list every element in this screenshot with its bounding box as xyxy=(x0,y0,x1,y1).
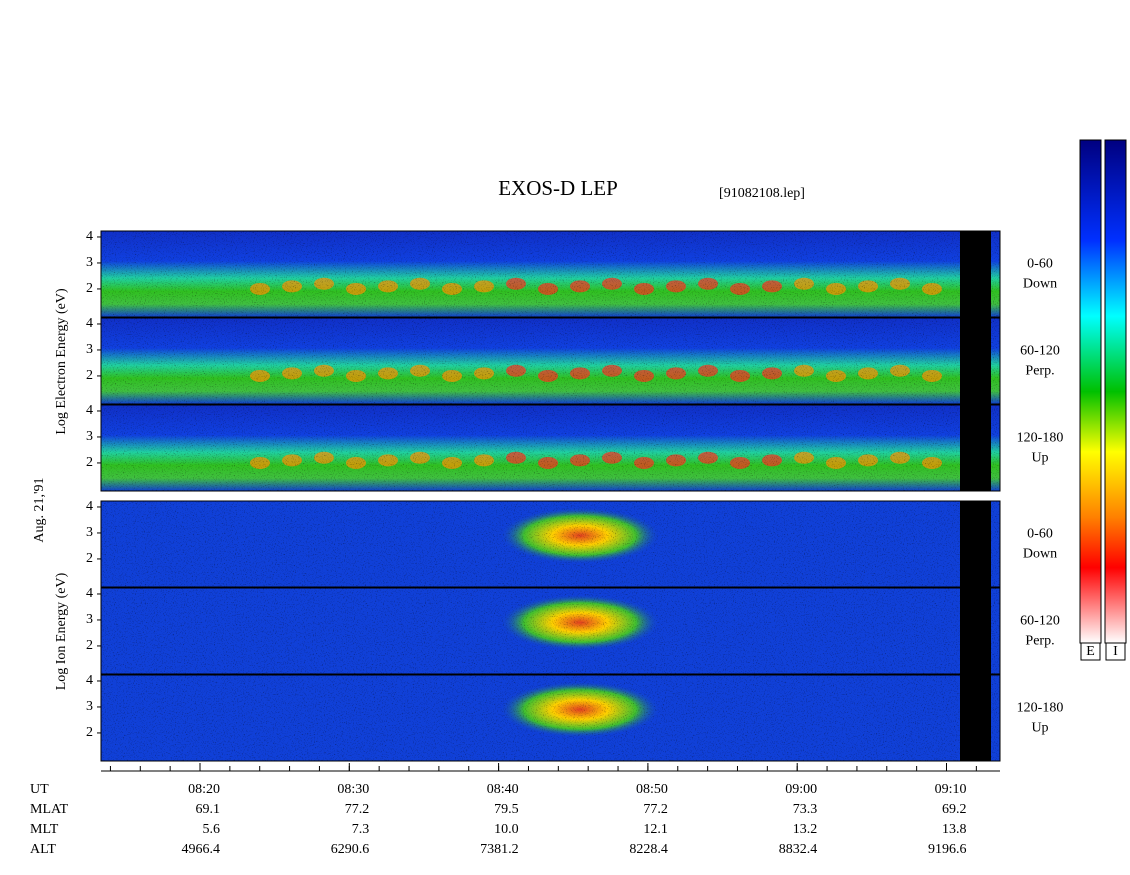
orbit-value: 73.3 xyxy=(793,802,818,817)
orbit-value: 08:20 xyxy=(188,782,220,797)
noise xyxy=(101,231,1000,317)
orbit-value: 13.2 xyxy=(793,822,818,837)
data-gap xyxy=(960,405,991,491)
orbit-value: 79.5 xyxy=(494,802,519,817)
y-tick-label: 2 xyxy=(86,638,93,653)
noise xyxy=(101,675,1000,761)
y-tick-label: 2 xyxy=(86,551,93,566)
panel-direction: Down xyxy=(1023,547,1057,562)
orbit-value: 5.6 xyxy=(203,822,221,837)
panel-frame xyxy=(100,317,1001,405)
panel-angle: 0-60 xyxy=(1027,257,1053,272)
y-tick-label: 2 xyxy=(86,281,93,296)
panel-direction: Perp. xyxy=(1025,634,1054,649)
panel-angle: 0-60 xyxy=(1027,527,1053,542)
orbit-value: 10.0 xyxy=(494,822,519,837)
y-tick-label: 2 xyxy=(86,725,93,740)
orbit-value: 69.2 xyxy=(942,802,967,817)
data-gap xyxy=(960,501,991,587)
y-tick-label: 4 xyxy=(86,673,93,688)
panel-frame xyxy=(100,404,1001,492)
panel-direction: Up xyxy=(1031,451,1048,466)
y-tick-label: 3 xyxy=(86,525,93,540)
orbit-value: 77.2 xyxy=(345,802,370,817)
y-tick-label: 4 xyxy=(86,403,93,418)
orbit-label: UT xyxy=(30,782,49,797)
orbit-value: 77.2 xyxy=(643,802,668,817)
colorbar-label: E xyxy=(1086,644,1095,659)
data-gap xyxy=(960,588,991,674)
panel-direction: Perp. xyxy=(1025,364,1054,379)
noise xyxy=(101,318,1000,404)
orbit-value: 08:40 xyxy=(487,782,519,797)
panel-angle: 60-120 xyxy=(1020,614,1060,629)
panel-frame xyxy=(100,674,1001,762)
y-tick-label: 3 xyxy=(86,429,93,444)
orbit-value: 8832.4 xyxy=(779,842,818,857)
file-name: [91082108.lep] xyxy=(719,186,805,201)
noise xyxy=(101,501,1000,587)
colorbar xyxy=(1104,139,1127,644)
group-label: Log Electron Energy (eV) xyxy=(54,288,69,435)
data-gap xyxy=(960,318,991,404)
y-tick-label: 3 xyxy=(86,612,93,627)
orbit-value: 13.8 xyxy=(942,822,967,837)
orbit-label: ALT xyxy=(30,842,56,857)
panel-frame xyxy=(100,500,1001,588)
noise xyxy=(101,588,1000,674)
orbit-value: 9196.6 xyxy=(928,842,967,857)
noise xyxy=(101,405,1000,491)
orbit-label: MLT xyxy=(30,822,59,837)
orbit-value: 6290.6 xyxy=(331,842,370,857)
colorbar-label-box xyxy=(1080,642,1101,661)
colorbar xyxy=(1079,139,1102,644)
orbit-value: 69.1 xyxy=(196,802,221,817)
orbit-label: MLAT xyxy=(30,802,69,817)
data-gap xyxy=(960,231,991,317)
orbit-value: 8228.4 xyxy=(629,842,668,857)
panel-frame xyxy=(100,587,1001,675)
orbit-value: 09:10 xyxy=(935,782,967,797)
colorbar-label-box xyxy=(1105,642,1126,661)
date: Aug. 21,'91 xyxy=(32,477,47,542)
y-tick-label: 3 xyxy=(86,342,93,357)
orbit-value: 08:50 xyxy=(636,782,668,797)
y-tick-label: 3 xyxy=(86,255,93,270)
orbit-value: 09:00 xyxy=(785,782,817,797)
y-tick-label: 4 xyxy=(86,316,93,331)
panel-angle: 120-180 xyxy=(1017,431,1064,446)
panel-angle: 120-180 xyxy=(1017,701,1064,716)
orbit-value: 12.1 xyxy=(643,822,668,837)
y-tick-label: 4 xyxy=(86,586,93,601)
panel-direction: Up xyxy=(1031,721,1048,736)
orbit-value: 7381.2 xyxy=(480,842,519,857)
orbit-value: 08:30 xyxy=(337,782,369,797)
colorbar-label: I xyxy=(1113,644,1118,659)
orbit-value: 7.3 xyxy=(352,822,370,837)
orbit-value: 4966.4 xyxy=(182,842,221,857)
y-tick-label: 2 xyxy=(86,455,93,470)
data-gap xyxy=(960,675,991,761)
y-tick-label: 4 xyxy=(86,229,93,244)
y-tick-label: 3 xyxy=(86,699,93,714)
group-label: Log Ion Energy (eV) xyxy=(54,572,69,690)
y-tick-label: 2 xyxy=(86,368,93,383)
panel-angle: 60-120 xyxy=(1020,344,1060,359)
y-tick-label: 4 xyxy=(86,499,93,514)
panel-frame xyxy=(100,230,1001,318)
title: EXOS-D LEP xyxy=(498,176,618,200)
panel-direction: Down xyxy=(1023,277,1057,292)
